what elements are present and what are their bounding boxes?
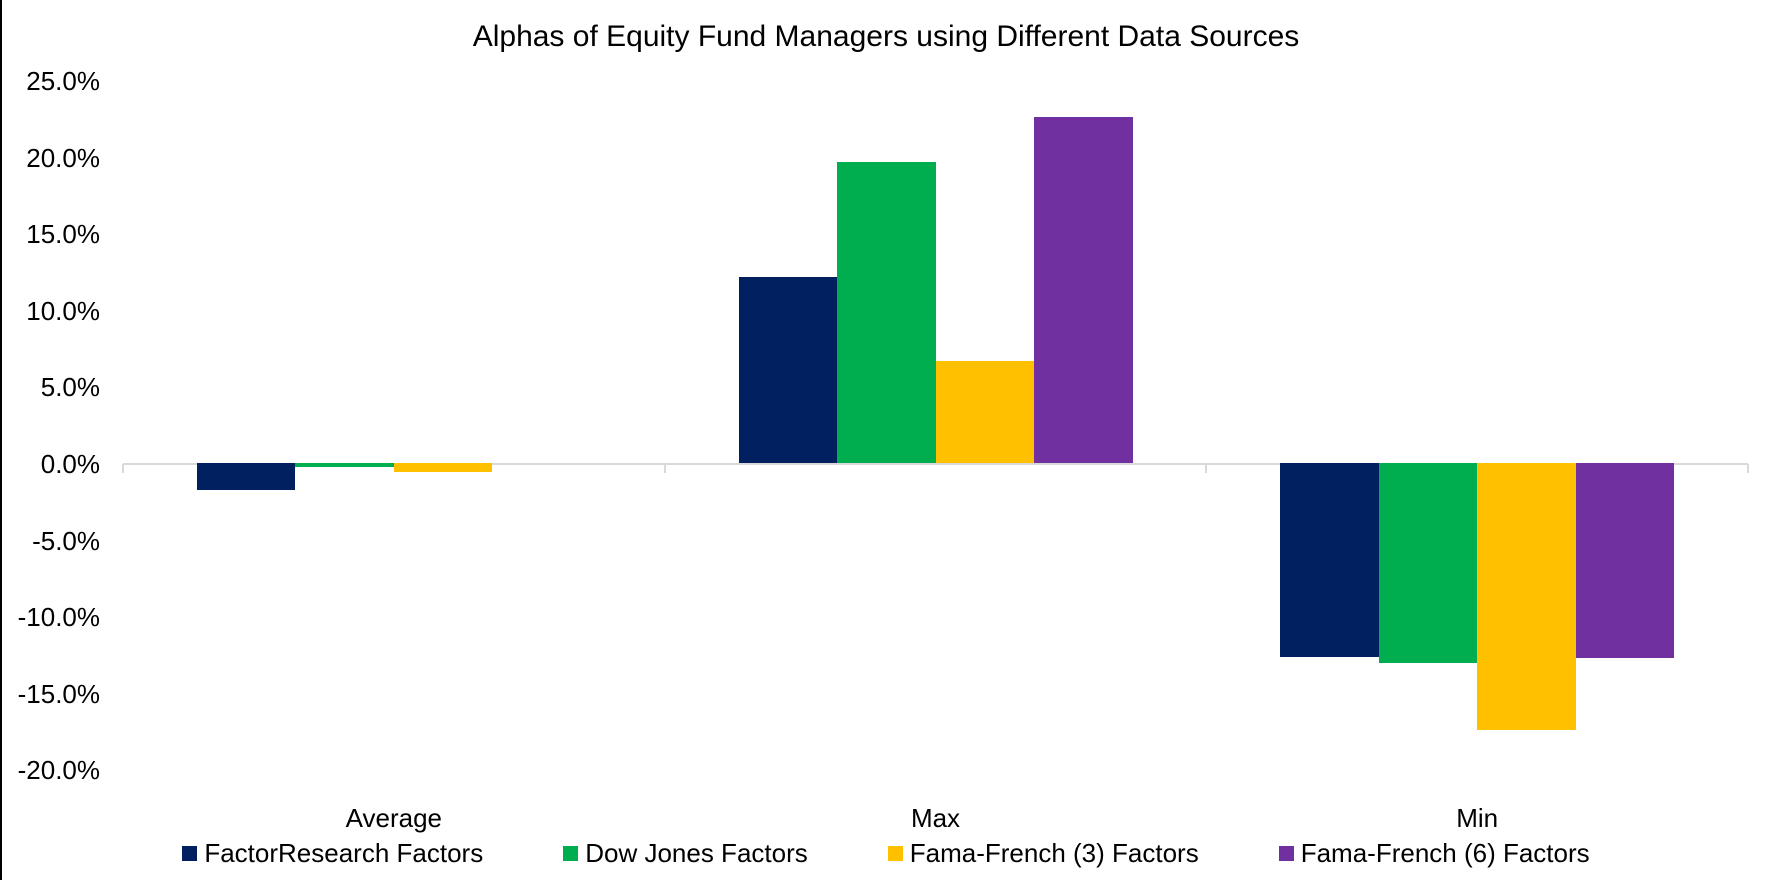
x-axis-tick xyxy=(122,464,124,473)
y-axis-tick-label: 15.0% xyxy=(26,219,100,250)
x-axis-tick xyxy=(1205,464,1208,473)
bar-dow-jones-factors-average xyxy=(295,463,394,468)
y-axis-tick-label: 20.0% xyxy=(26,142,100,173)
legend-label: Fama-French (3) Factors xyxy=(909,838,1199,868)
bar-factorresearch-factors-max xyxy=(738,277,837,464)
legend-label: Dow Jones Factors xyxy=(585,838,808,868)
x-axis-category-label: Average xyxy=(345,803,443,833)
chart-left-border xyxy=(0,0,2,880)
legend-item: Dow Jones Factors xyxy=(563,838,808,868)
bar-factorresearch-factors-average xyxy=(196,463,296,491)
y-axis-tick-label: 10.0% xyxy=(26,295,100,326)
bar-dow-jones-factors-max xyxy=(837,162,936,464)
y-axis-tick-label: -5.0% xyxy=(32,525,100,556)
bar-fama-french-3-factors-max xyxy=(935,361,1034,464)
legend-swatch xyxy=(887,845,903,861)
y-axis-tick-label: 0.0% xyxy=(40,449,100,479)
y-axis-tick-label: -10.0% xyxy=(17,602,100,633)
x-axis-line xyxy=(123,462,1748,465)
bar-fama-french-6-factors-min xyxy=(1575,463,1675,659)
x-axis-tick xyxy=(1747,464,1749,473)
legend: FactorResearch Factors Dow Jones Factors F… xyxy=(0,838,1772,868)
legend-item: FactorResearch Factors xyxy=(182,838,483,868)
legend-label: Fama-French (6) Factors xyxy=(1300,838,1590,868)
bar-fama-french-3-factors-average xyxy=(393,463,493,472)
legend-swatch xyxy=(182,845,198,861)
bar-fama-french-3-factors-min xyxy=(1477,463,1576,731)
y-axis-tick-label: -15.0% xyxy=(17,678,100,709)
chart-title: Alphas of Equity Fund Managers using Dif… xyxy=(472,20,1300,53)
legend-swatch xyxy=(563,845,579,861)
legend-label: FactorResearch Factors xyxy=(204,838,484,868)
x-axis-category-label: Min xyxy=(1456,803,1499,833)
legend-item: Fama-French (3) Factors xyxy=(887,838,1199,868)
x-axis-category-label: Max xyxy=(910,803,961,833)
y-axis-tick-label: 25.0% xyxy=(26,66,100,97)
bar-factorresearch-factors-min xyxy=(1280,463,1379,657)
bar-dow-jones-factors-min xyxy=(1378,463,1478,663)
bar-fama-french-6-factors-max xyxy=(1034,116,1133,464)
x-axis-tick xyxy=(663,464,666,473)
y-axis-tick-label: -20.0% xyxy=(17,755,100,786)
legend-swatch xyxy=(1278,845,1294,861)
legend-item: Fama-French (6) Factors xyxy=(1278,838,1590,868)
y-axis-tick-label: 5.0% xyxy=(40,372,100,403)
